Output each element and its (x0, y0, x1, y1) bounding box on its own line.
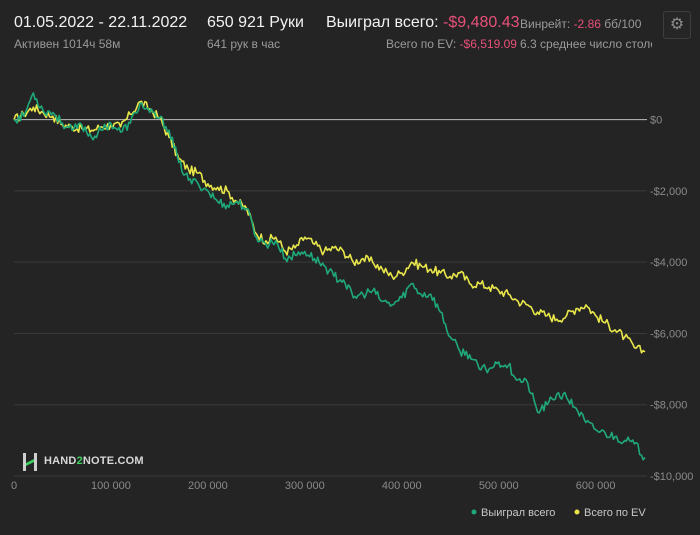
ev-total-label: Всего по EV: (386, 37, 457, 51)
won-total: Выиграл всего: -$9,480.43 (326, 14, 520, 32)
y-tick-label: -$8,000 (650, 400, 687, 412)
winrate-label: Винрейт: (520, 17, 571, 31)
legend-marker (471, 509, 477, 515)
ev-total: Всего по EV: -$6,519.09 (386, 37, 517, 51)
hands-count: 650 921 Руки (207, 14, 304, 31)
hand2note-logo-icon (23, 453, 37, 471)
gear-icon[interactable]: ⚙ (663, 11, 691, 39)
grid-lines (14, 119, 647, 477)
winrate: Винрейт: -2.86 бб/100 (520, 17, 641, 31)
y-tick-label: -$10,000 (650, 471, 693, 483)
ev-total-value: -$6,519.09 (459, 37, 517, 51)
legend-item-won[interactable]: Выиграл всего (471, 507, 556, 519)
legend-item-ev[interactable]: Всего по EV (574, 507, 647, 519)
x-tick-label: 300 000 (285, 480, 325, 492)
avg-tables: 6.3 среднее число столо (520, 37, 652, 51)
x-tick-label: 400 000 (382, 480, 422, 492)
y-tick-label: -$2,000 (650, 186, 687, 198)
x-tick-label: 100 000 (91, 480, 131, 492)
legend-marker (574, 509, 580, 515)
y-axis-ticks: $0 -$2,000 -$4,000 -$6,000 -$8,000 -$10,000 (650, 115, 693, 483)
won-total-label: Выиграл всего: (326, 14, 439, 31)
x-tick-label: 600 000 (576, 480, 616, 492)
legend[interactable]: Выиграл всего Всего по EV (471, 507, 647, 519)
active-time: Активен 1014ч 58м (14, 37, 121, 51)
date-range[interactable]: 01.05.2022 - 22.11.2022 (14, 14, 188, 31)
x-tick-label: 500 000 (479, 480, 519, 492)
series-line-won (13, 92, 646, 461)
legend-label: Выиграл всего (481, 507, 555, 519)
winrate-value: -2.86 (573, 17, 601, 31)
x-tick-label: 200 000 (188, 480, 228, 492)
hands-per-hour: 641 рук в час (207, 37, 281, 51)
series-line-ev (13, 100, 646, 354)
won-total-value: -$9,480.43 (443, 14, 520, 31)
series-lines (13, 92, 646, 461)
x-tick-label: 0 (11, 480, 17, 492)
summary-header: 01.05.2022 - 22.11.2022 Активен 1014ч 58… (0, 0, 700, 56)
y-tick-label: $0 (650, 115, 662, 127)
y-tick-label: -$6,000 (650, 328, 687, 340)
winrate-unit: бб/100 (604, 17, 642, 31)
hand2note-logo-text: HAND2NOTE.COM (44, 455, 144, 467)
legend-label: Всего по EV (584, 507, 646, 519)
y-tick-label: -$4,000 (650, 257, 687, 269)
x-axis-ticks: 0 100 000 200 000 300 000 400 000 500 000 600 … (11, 480, 616, 492)
